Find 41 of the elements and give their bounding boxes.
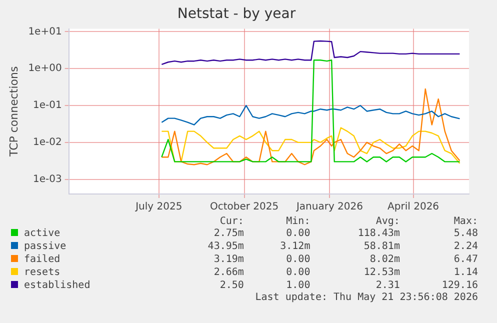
- text: Min:: [285, 216, 312, 227]
- y-tick-label: 1e-01: [32, 100, 62, 112]
- text: 2.75m: [212, 227, 245, 240]
- text: 2.31: [374, 279, 401, 292]
- text: 2.24: [452, 240, 479, 253]
- text: 2.66m: [212, 266, 245, 279]
- text: 1.14: [452, 266, 479, 279]
- text: 5.48: [452, 227, 479, 240]
- text: 129.16: [440, 279, 479, 292]
- x-tick-label: April 2026: [388, 202, 440, 213]
- text: 43.95m: [206, 240, 245, 253]
- x-tick-label: July 2025: [134, 202, 182, 213]
- text: Avg:: [374, 216, 401, 227]
- text: 0.00: [285, 266, 312, 279]
- legend-label: established: [23, 279, 92, 292]
- text: Last update: Thu May 21 23:56:08 2026: [254, 292, 479, 303]
- text: 118.43m: [356, 227, 401, 240]
- text: 3.19m: [212, 253, 245, 266]
- text: 58.81m: [362, 240, 401, 253]
- text: 0.00: [285, 227, 312, 240]
- y-tick-label: 1e-02: [32, 137, 62, 148]
- text: 1.00: [285, 279, 312, 292]
- text: 2.50: [218, 279, 245, 292]
- chart-title: Netstat - by year: [177, 6, 296, 22]
- legend-label: resets: [23, 266, 62, 279]
- text: 12.53m: [362, 266, 401, 279]
- text: 3.12m: [279, 240, 312, 253]
- y-tick-label: 1e-03: [32, 174, 62, 185]
- text: 8.02m: [368, 253, 401, 266]
- legend-label: passive: [23, 240, 68, 253]
- text: 0.00: [285, 253, 312, 266]
- text: Cur:: [218, 216, 245, 227]
- text: 6.47: [452, 253, 479, 266]
- legend-label: failed: [23, 253, 62, 266]
- y-tick-label: 1e+01: [28, 26, 62, 38]
- y-axis-title: TCP connections: [7, 66, 20, 158]
- text: Max:: [452, 216, 479, 227]
- x-tick-label: October 2025: [210, 202, 279, 213]
- y-tick-label: 1e+00: [28, 63, 62, 74]
- legend-label: active: [23, 227, 62, 240]
- x-tick-label: January 2026: [295, 202, 363, 213]
